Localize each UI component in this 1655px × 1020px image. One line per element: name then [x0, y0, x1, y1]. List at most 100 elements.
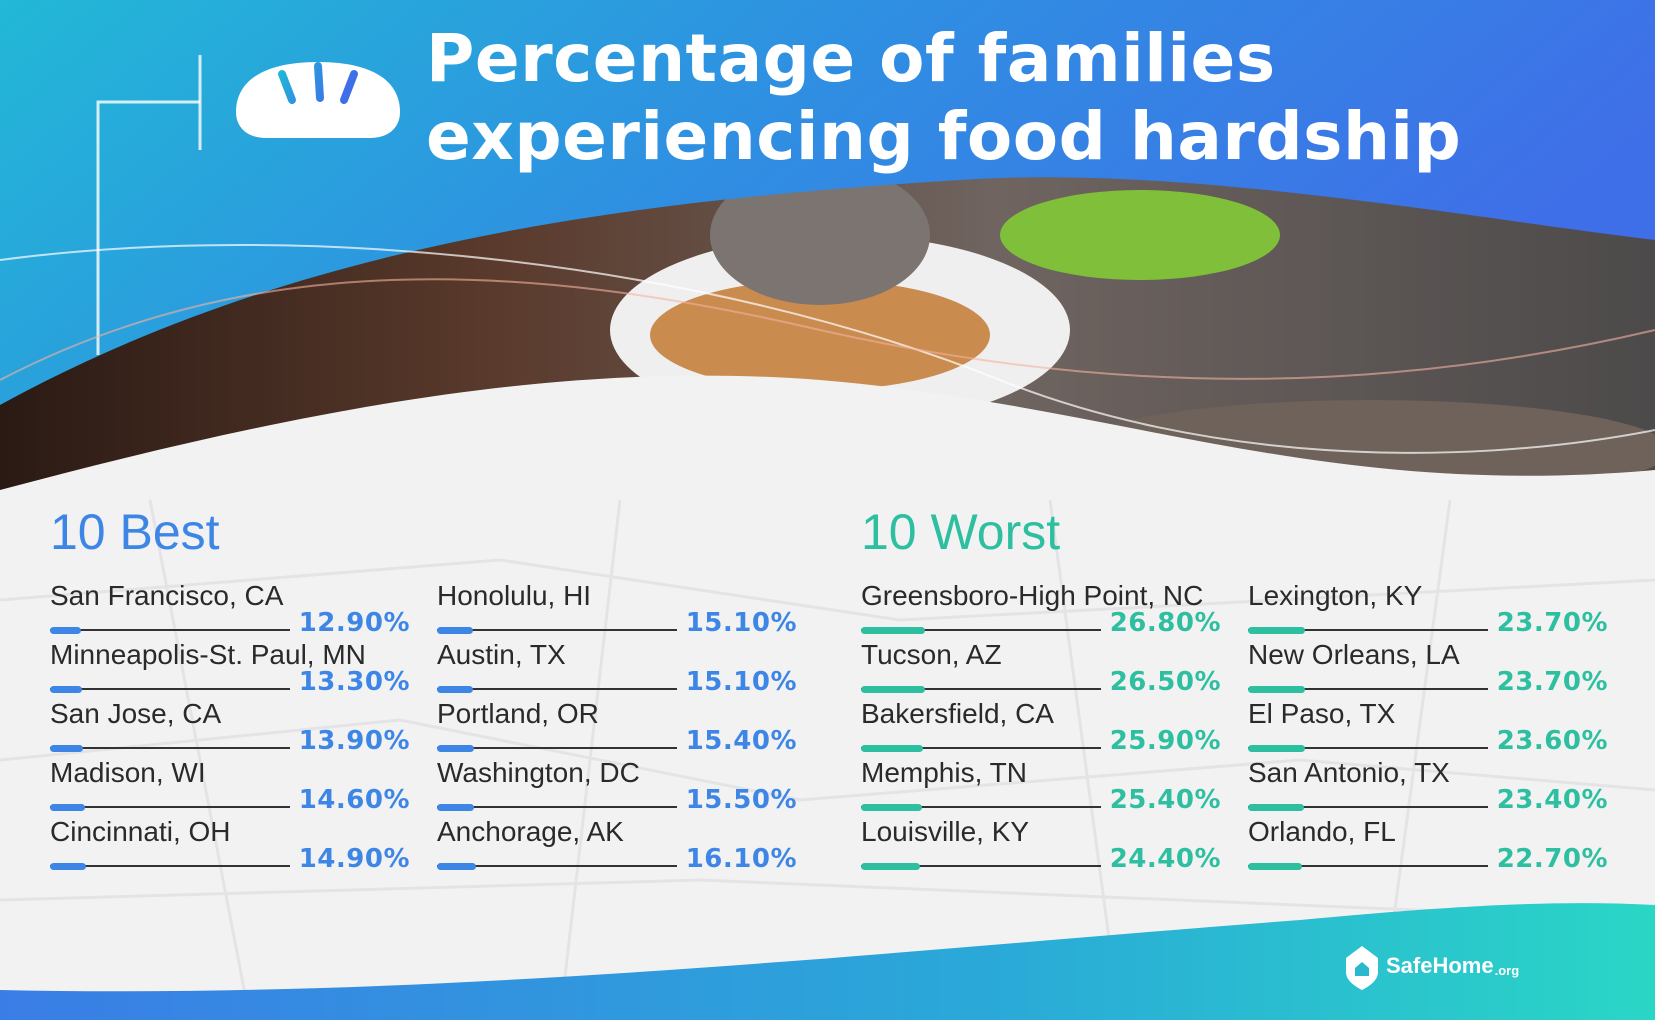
- city-name: Austin, TX: [437, 639, 566, 670]
- value-label: 15.50%: [685, 785, 797, 815]
- worst-row: Memphis, TN 25.40%: [861, 755, 1221, 815]
- value-label: 26.80%: [1109, 608, 1221, 638]
- worst-row: El Paso, TX 23.60%: [1248, 696, 1608, 756]
- city-name: Memphis, TN: [861, 757, 1027, 788]
- worst-row: Orlando, FL 22.70%: [1248, 814, 1608, 874]
- value-label: 14.60%: [298, 785, 410, 815]
- bar-fill: [437, 627, 474, 634]
- bar-track: [50, 688, 290, 690]
- best-row: Minneapolis-St. Paul, MN 13.30%: [50, 637, 410, 697]
- bar-fill: [437, 863, 476, 870]
- header-wave: [0, 0, 1655, 405]
- bar-track: [50, 629, 290, 631]
- bar-track: [50, 747, 290, 749]
- bar-track: [50, 865, 290, 867]
- title-line-2: experiencing food hardship: [426, 98, 1462, 175]
- value-label: 15.40%: [685, 726, 797, 756]
- bar-track: [50, 806, 290, 808]
- value-label: 25.90%: [1109, 726, 1221, 756]
- value-label: 23.60%: [1496, 726, 1608, 756]
- title-line-1: Percentage of families: [426, 20, 1276, 97]
- bar-fill: [50, 745, 84, 752]
- footer-wave: [0, 903, 1655, 1020]
- worst-section-title: 10 Worst: [861, 504, 1061, 560]
- worst-row: Greensboro-High Point, NC 26.80%: [861, 578, 1221, 638]
- bar-track: [437, 747, 677, 749]
- city-name: Lexington, KY: [1248, 580, 1423, 611]
- best-row: Washington, DC 15.50%: [437, 755, 797, 815]
- best-row: Anchorage, AK 16.10%: [437, 814, 797, 874]
- bar-fill: [437, 686, 474, 693]
- bar-track: [1248, 865, 1488, 867]
- content-wave: [0, 375, 1655, 1020]
- value-label: 13.30%: [298, 667, 410, 697]
- worst-row: Tucson, AZ 26.50%: [861, 637, 1221, 697]
- best-row: Cincinnati, OH 14.90%: [50, 814, 410, 874]
- city-name: Greensboro-High Point, NC: [861, 580, 1204, 611]
- worst-row: San Antonio, TX 23.40%: [1248, 755, 1608, 815]
- bar-track: [437, 629, 677, 631]
- best-row: San Francisco, CA 12.90%: [50, 578, 410, 638]
- bar-fill: [437, 804, 475, 811]
- bar-fill: [1248, 863, 1303, 870]
- city-name: Minneapolis-St. Paul, MN: [50, 639, 366, 670]
- city-name: New Orleans, LA: [1248, 639, 1460, 670]
- city-name: Anchorage, AK: [437, 816, 624, 847]
- bar-fill: [861, 686, 925, 693]
- value-label: 16.10%: [685, 844, 797, 874]
- bar-fill: [50, 686, 82, 693]
- value-label: 23.40%: [1496, 785, 1608, 815]
- city-name: San Antonio, TX: [1248, 757, 1450, 788]
- city-name: Louisville, KY: [861, 816, 1030, 847]
- value-label: 12.90%: [298, 608, 410, 638]
- bar-track: [437, 688, 677, 690]
- city-name: Tucson, AZ: [861, 639, 1002, 670]
- value-label: 13.90%: [298, 726, 410, 756]
- value-label: 22.70%: [1496, 844, 1608, 874]
- bar-fill: [1248, 627, 1305, 634]
- best-row: San Jose, CA 13.90%: [50, 696, 410, 756]
- city-name: Honolulu, HI: [437, 580, 592, 611]
- city-name: Washington, DC: [437, 757, 640, 788]
- brand-name: SafeHome: [1386, 953, 1494, 978]
- bar-fill: [861, 863, 920, 870]
- bar-fill: [1248, 745, 1305, 752]
- map-texture: [0, 499, 1655, 1020]
- bar-fill: [861, 745, 924, 752]
- bar-track: [1248, 688, 1488, 690]
- value-label: 26.50%: [1109, 667, 1221, 697]
- bar-fill: [861, 804, 922, 811]
- city-name: San Francisco, CA: [50, 580, 284, 611]
- bar-track: [437, 865, 677, 867]
- bar-fill: [437, 745, 474, 752]
- city-name: Portland, OR: [437, 698, 599, 729]
- bar-track: [1248, 806, 1488, 808]
- deco-curve: [0, 278, 1655, 381]
- brand-tld: .org: [1494, 962, 1520, 978]
- bar-track: [861, 688, 1101, 690]
- city-name: El Paso, TX: [1248, 698, 1396, 729]
- bar-fill: [1248, 804, 1305, 811]
- worst-row: Louisville, KY 24.40%: [861, 814, 1221, 874]
- bar-fill: [50, 863, 86, 870]
- house-shield-icon: [1346, 946, 1378, 990]
- bar-track: [1248, 747, 1488, 749]
- bread-icon: [236, 62, 400, 138]
- value-label: 23.70%: [1496, 608, 1608, 638]
- bar-track: [861, 806, 1101, 808]
- deco-frame-line: [96, 100, 200, 355]
- best-section-title: 10 Best: [50, 504, 220, 560]
- page-title: Percentage of families experiencing food…: [426, 20, 1461, 176]
- green-plate: [1000, 190, 1280, 280]
- bar-fill: [861, 627, 926, 634]
- bar-track: [437, 806, 677, 808]
- ladle: [710, 165, 930, 305]
- bar-track: [861, 629, 1101, 631]
- city-name: San Jose, CA: [50, 698, 222, 729]
- value-label: 25.40%: [1109, 785, 1221, 815]
- value-label: 15.10%: [685, 667, 797, 697]
- bar-track: [861, 865, 1101, 867]
- best-row: Honolulu, HI 15.10%: [437, 578, 797, 638]
- best-row: Austin, TX 15.10%: [437, 637, 797, 697]
- worst-row: Lexington, KY 23.70%: [1248, 578, 1608, 638]
